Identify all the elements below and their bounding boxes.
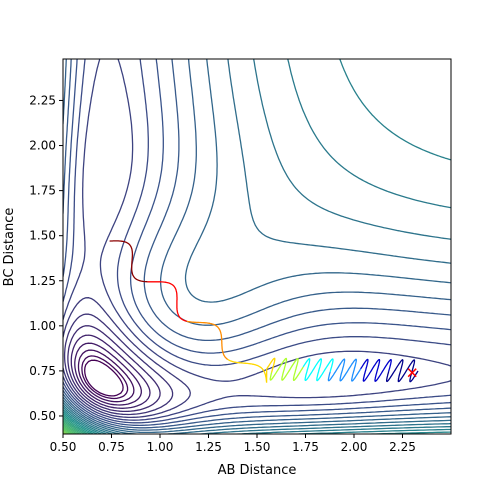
contour-level xyxy=(67,325,161,413)
y-axis-label: BC Distance xyxy=(2,208,17,287)
x-tick-label: 1.00 xyxy=(147,440,174,454)
end-marker-x xyxy=(407,368,417,378)
trajectory-segment xyxy=(360,358,392,382)
contour-level xyxy=(63,59,451,429)
x-tick-label: 0.75 xyxy=(98,440,125,454)
y-tick-label: 1.50 xyxy=(29,229,56,243)
contour-level xyxy=(63,59,451,427)
contour-level xyxy=(63,418,86,434)
contour-level xyxy=(63,59,451,424)
y-tick-label: 1.00 xyxy=(29,319,56,333)
trajectory-segment xyxy=(109,240,148,283)
contour-level xyxy=(84,359,124,397)
contour-level xyxy=(63,429,70,434)
y-tick-label: 1.75 xyxy=(29,184,56,198)
x-tick-label: 1.75 xyxy=(292,440,319,454)
contour-level xyxy=(70,334,151,409)
contour-level xyxy=(63,410,451,434)
trajectory-end-marker xyxy=(407,368,417,378)
contour-level xyxy=(77,349,135,403)
trajectory-segment xyxy=(147,281,188,322)
x-tick-label: 1.25 xyxy=(195,440,222,454)
y-tick-label: 0.75 xyxy=(29,364,56,378)
contour-level xyxy=(63,59,451,434)
trajectory-segment xyxy=(302,358,334,382)
y-tick-label: 2.25 xyxy=(29,93,56,107)
contour-level xyxy=(63,423,79,434)
x-tick-label: 2.25 xyxy=(389,440,416,454)
contour-level xyxy=(63,412,96,434)
x-tick-label: 1.50 xyxy=(244,440,271,454)
y-tick-label: 2.00 xyxy=(29,139,56,153)
contour-level xyxy=(63,424,76,434)
contour-level xyxy=(63,59,451,434)
contour-level xyxy=(63,59,451,434)
contour-level xyxy=(63,59,451,434)
trajectory-segment xyxy=(186,320,229,361)
trajectory-segment xyxy=(385,359,419,383)
contour-level xyxy=(63,313,174,416)
contour-level xyxy=(63,421,81,434)
x-axis-label: AB Distance xyxy=(218,463,297,478)
trajectory-segment xyxy=(327,358,362,382)
contour-level xyxy=(63,430,68,434)
axes-frame xyxy=(62,58,452,435)
trajectory-segment xyxy=(227,357,276,383)
trajectory-path xyxy=(109,240,419,383)
contour-level xyxy=(63,59,451,421)
contour-level xyxy=(74,342,142,406)
x-axis-ticks: 0.50 0.75 1.00 1.25 1.50 1.75 2.00 2.25 xyxy=(50,434,416,454)
contour-lines xyxy=(63,59,451,434)
contour-level xyxy=(63,59,451,434)
x-tick-label: 0.50 xyxy=(50,440,77,454)
contour-level xyxy=(63,297,191,419)
contour-level xyxy=(81,355,129,400)
y-axis-ticks: 0.50 0.75 1.00 1.25 1.50 1.75 2.00 2.25 xyxy=(29,93,63,423)
trajectory-segment xyxy=(269,357,304,381)
y-tick-label: 0.50 xyxy=(29,409,56,423)
y-tick-label: 1.25 xyxy=(29,274,56,288)
contour-level xyxy=(63,59,451,431)
x-tick-label: 2.00 xyxy=(341,440,368,454)
contour-level xyxy=(63,426,74,434)
